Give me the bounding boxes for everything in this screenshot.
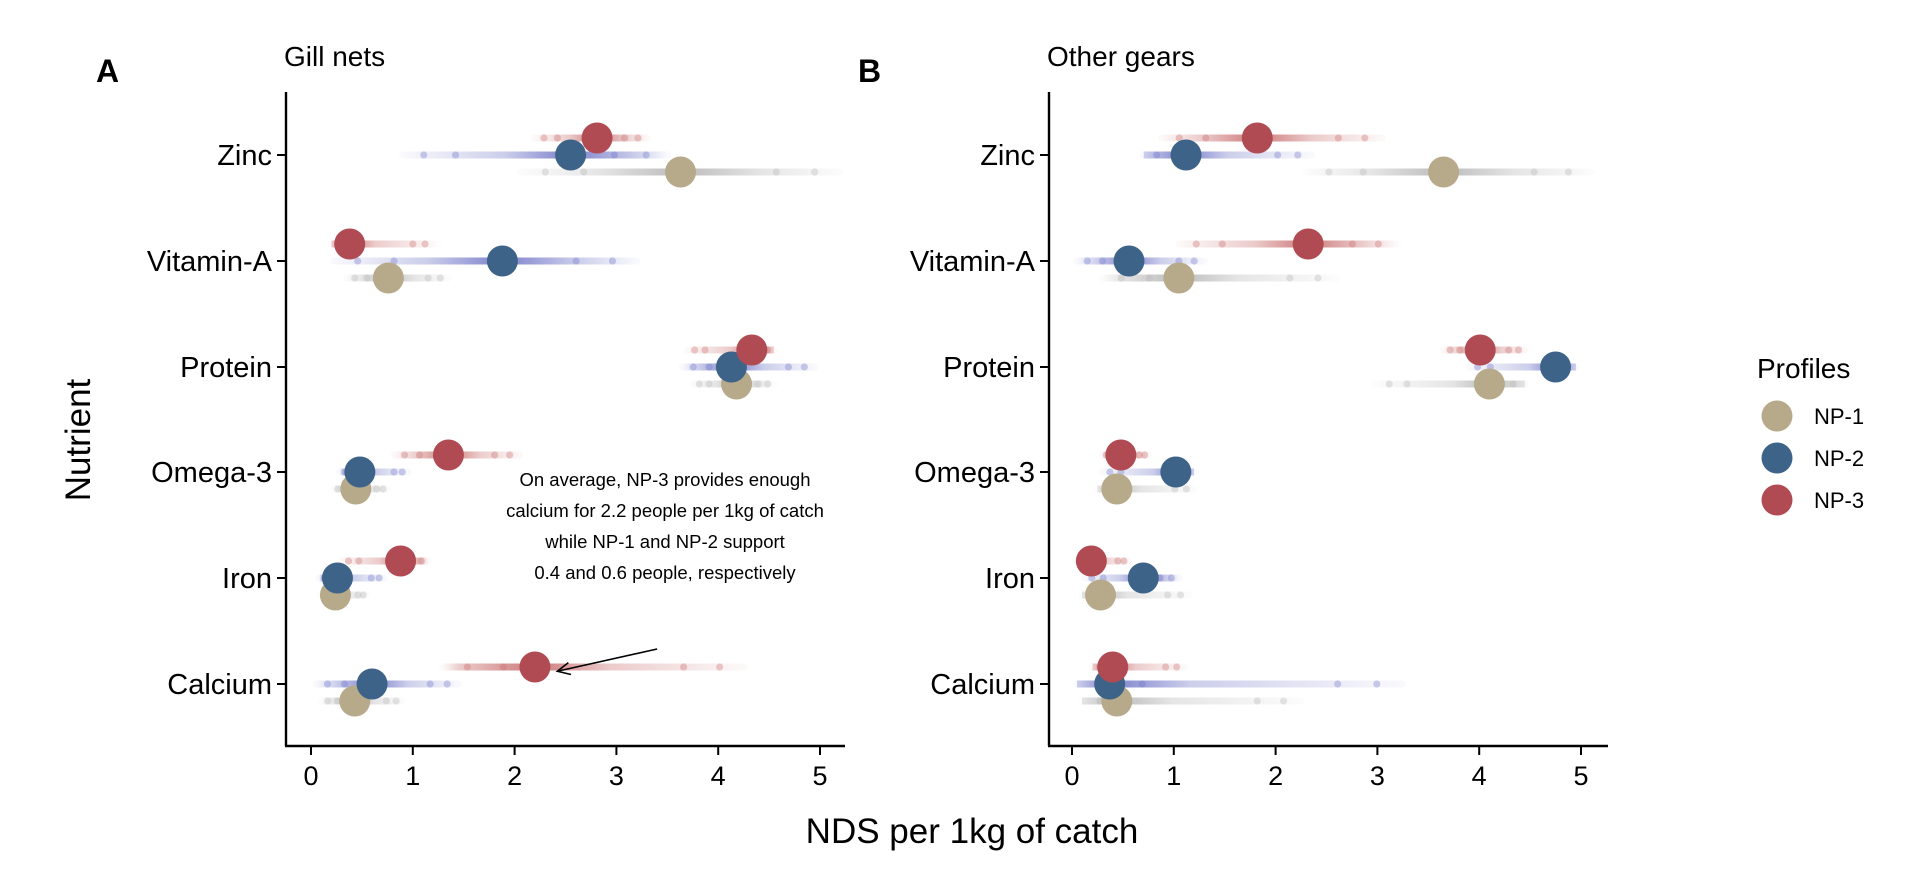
range-trail-b-np-2-zinc bbox=[1139, 151, 1315, 159]
mean-dot-b-np-1-omega-3 bbox=[1101, 473, 1133, 505]
panel-letter-a: A bbox=[96, 53, 119, 89]
x-tick-label-a-1: 1 bbox=[405, 761, 420, 791]
mean-dot-b-np-1-protein bbox=[1473, 368, 1505, 400]
range-trail-b-np-2-calcium bbox=[1073, 680, 1407, 688]
legend: Profiles NP-1 NP-2 NP-3 bbox=[1757, 353, 1864, 516]
mean-dot-a-np-2-omega-3 bbox=[344, 456, 376, 488]
legend-label-np-1: NP-1 bbox=[1814, 404, 1864, 429]
range-trails-a bbox=[312, 134, 844, 705]
x-tick-label-a-2: 2 bbox=[507, 761, 522, 791]
mean-dot-b-np-2-omega-3 bbox=[1160, 456, 1192, 488]
mean-dot-b-np-2-vitamin-a bbox=[1113, 245, 1145, 277]
panel-letter-b: B bbox=[858, 53, 881, 89]
y-tick-label-b-vitamin-a: Vitamin-A bbox=[910, 246, 1036, 278]
legend-swatch-np-1 bbox=[1761, 400, 1793, 432]
range-trail-a-np-3-calcium bbox=[439, 663, 748, 671]
x-tick-label-a-3: 3 bbox=[609, 761, 624, 791]
y-axis-title: Nutrient bbox=[59, 378, 98, 501]
legend-title: Profiles bbox=[1757, 353, 1850, 384]
legend-item-np-3: NP-3 bbox=[1761, 484, 1864, 516]
mean-dot-b-np-3-protein bbox=[1464, 334, 1496, 366]
annotation-line-2: calcium for 2.2 people per 1kg of catch bbox=[506, 500, 824, 521]
annotation-arrow-head bbox=[555, 661, 572, 676]
annotation-line-1: On average, NP-3 provides enough bbox=[519, 469, 810, 490]
y-tick-label-b-omega-3: Omega-3 bbox=[914, 457, 1035, 489]
mean-dot-a-np-3-iron bbox=[385, 545, 417, 577]
y-tick-label-b-zinc: Zinc bbox=[980, 140, 1035, 172]
annotation-arrow-shaft bbox=[557, 648, 658, 673]
axis-ticks-b: 0 1 2 3 4 5 Zinc Vitamin-A Protein Omega-3 Iron Cal… bbox=[910, 140, 1589, 791]
range-trail-b-np-3-vitamin-a bbox=[1175, 240, 1400, 248]
range-trail-b-np-1-vitamin-a bbox=[1099, 274, 1341, 282]
x-tick-label-a-0: 0 bbox=[303, 761, 318, 791]
annotation-line-4: 0.4 and 0.6 people, respectively bbox=[534, 562, 796, 583]
x-tick-label-b-2: 2 bbox=[1268, 761, 1283, 791]
y-tick-label-b-calcium: Calcium bbox=[930, 669, 1035, 701]
y-tick-label-b-iron: Iron bbox=[985, 563, 1035, 595]
x-tick-label-b-0: 0 bbox=[1064, 761, 1079, 791]
mean-dot-b-np-3-calcium bbox=[1097, 651, 1129, 683]
mean-dot-b-np-3-iron bbox=[1075, 545, 1107, 577]
legend-item-np-2: NP-2 bbox=[1761, 442, 1864, 474]
legend-swatch-np-3 bbox=[1761, 484, 1793, 516]
legend-item-np-1: NP-1 bbox=[1761, 400, 1864, 432]
range-trail-a-np-2-zinc bbox=[399, 151, 671, 159]
mean-dots-b bbox=[1075, 122, 1572, 717]
mean-dot-a-np-1-zinc bbox=[665, 156, 697, 188]
annotation-arrow bbox=[555, 648, 658, 676]
mean-dot-a-np-1-vitamin-a bbox=[372, 262, 404, 294]
panel-other-gears: B Other gears 0 1 2 3 4 5 Zinc Vitamin-A Protein… bbox=[858, 41, 1608, 791]
x-tick-label-a-5: 5 bbox=[812, 761, 827, 791]
mean-dot-b-np-2-zinc bbox=[1170, 139, 1202, 171]
mean-dot-a-np-3-zinc bbox=[581, 122, 613, 154]
legend-items: NP-1 NP-2 NP-3 bbox=[1761, 400, 1864, 516]
y-tick-label-a-protein: Protein bbox=[180, 352, 272, 384]
mean-dot-b-np-3-vitamin-a bbox=[1292, 228, 1324, 260]
panel-gill-nets: A Gill nets 0 1 2 3 4 5 Zinc Vitamin-A Protein Om… bbox=[96, 41, 845, 791]
y-tick-label-a-vitamin-a: Vitamin-A bbox=[147, 246, 273, 278]
mean-dot-b-np-1-zinc bbox=[1428, 156, 1460, 188]
range-trail-a-np-2-vitamin-a bbox=[329, 257, 641, 265]
mean-dot-a-np-2-protein bbox=[715, 351, 747, 383]
annotation-callout: On average, NP-3 provides enough calcium… bbox=[506, 469, 824, 676]
range-trail-a-np-2-protein bbox=[679, 363, 819, 371]
mean-dots-a bbox=[319, 122, 768, 717]
mean-dot-a-np-2-calcium bbox=[356, 668, 388, 700]
x-tick-label-b-1: 1 bbox=[1166, 761, 1181, 791]
mean-dot-b-np-1-iron bbox=[1085, 579, 1117, 611]
mean-dot-b-np-2-iron bbox=[1127, 562, 1159, 594]
mean-dot-a-np-3-vitamin-a bbox=[334, 228, 366, 260]
annotation-line-3: while NP-1 and NP-2 support bbox=[544, 531, 785, 552]
x-tick-label-b-5: 5 bbox=[1573, 761, 1588, 791]
legend-label-np-2: NP-2 bbox=[1814, 446, 1864, 471]
range-trails-b bbox=[1073, 134, 1595, 705]
mean-dot-b-np-3-omega-3 bbox=[1105, 439, 1137, 471]
mean-dot-a-np-3-calcium bbox=[519, 651, 551, 683]
mean-dot-b-np-1-vitamin-a bbox=[1163, 262, 1195, 294]
x-axis-title: NDS per 1kg of catch bbox=[806, 812, 1139, 851]
panel-title-other-gears: Other gears bbox=[1047, 41, 1195, 72]
y-tick-label-a-calcium: Calcium bbox=[167, 669, 272, 701]
mean-dot-b-np-2-protein bbox=[1540, 351, 1572, 383]
y-tick-label-b-protein: Protein bbox=[943, 352, 1035, 384]
mean-dot-a-np-2-zinc bbox=[555, 139, 587, 171]
x-tick-label-a-4: 4 bbox=[711, 761, 726, 791]
y-tick-label-a-iron: Iron bbox=[222, 563, 272, 595]
panel-title-gill-nets: Gill nets bbox=[284, 41, 385, 72]
axis-ticks-a: 0 1 2 3 4 5 Zinc Vitamin-A Protein Omega-3 Iron Cal… bbox=[147, 140, 828, 791]
y-tick-label-a-zinc: Zinc bbox=[217, 140, 272, 172]
mean-dot-a-np-3-omega-3 bbox=[432, 439, 464, 471]
legend-label-np-3: NP-3 bbox=[1814, 488, 1864, 513]
mean-dot-a-np-3-protein bbox=[736, 334, 768, 366]
mean-dot-b-np-3-zinc bbox=[1241, 122, 1273, 154]
mean-dot-a-np-2-vitamin-a bbox=[486, 245, 518, 277]
x-tick-label-b-4: 4 bbox=[1472, 761, 1487, 791]
legend-swatch-np-2 bbox=[1761, 442, 1793, 474]
mean-dot-a-np-2-iron bbox=[321, 562, 353, 594]
x-tick-label-b-3: 3 bbox=[1370, 761, 1385, 791]
y-tick-label-a-omega-3: Omega-3 bbox=[151, 457, 272, 489]
